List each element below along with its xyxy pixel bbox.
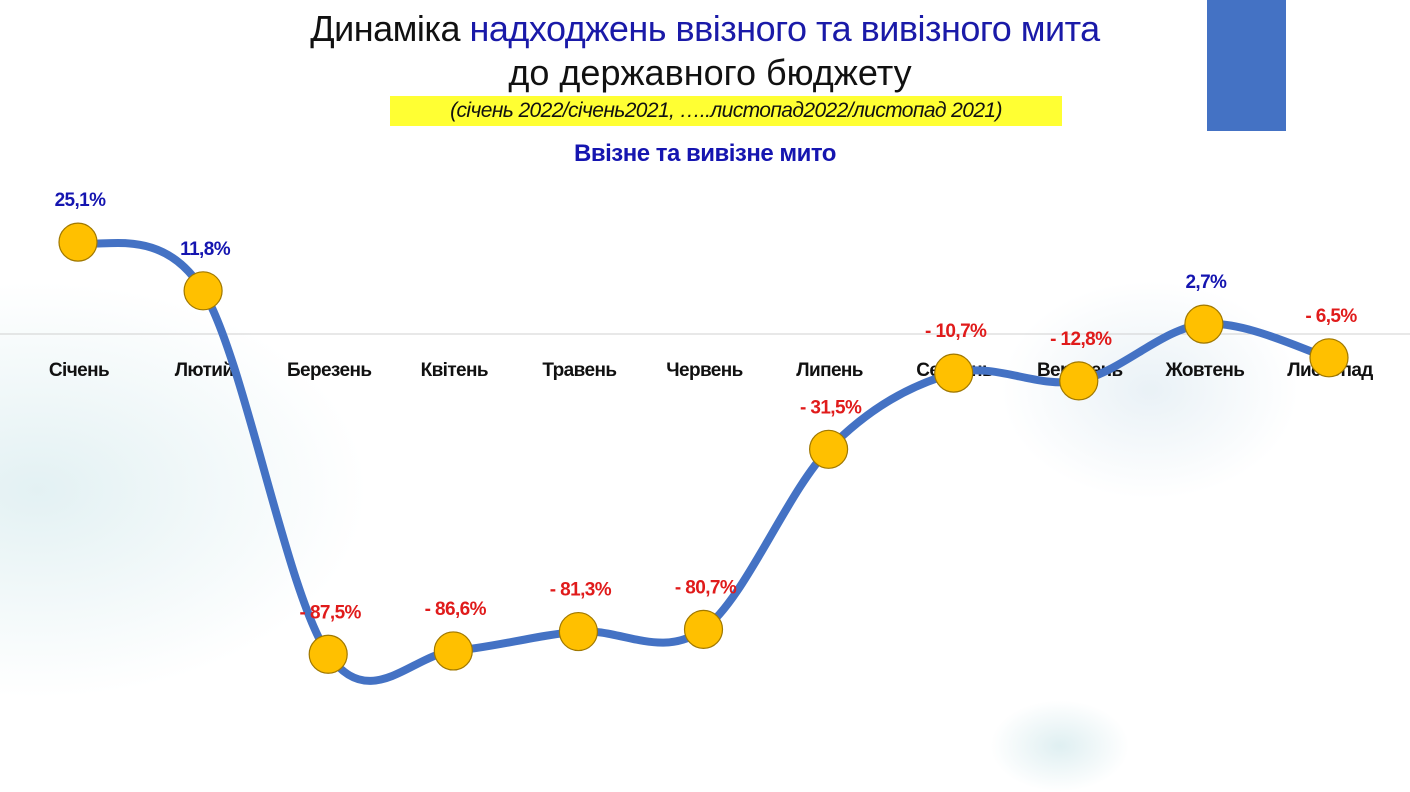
category-label: Червень xyxy=(666,360,742,381)
data-point-marker xyxy=(683,609,724,649)
data-point-marker xyxy=(558,611,599,652)
category-label: Січень xyxy=(49,360,109,381)
chart-title: Ввізне та вивізне мито xyxy=(574,140,836,167)
background-glow xyxy=(1000,280,1300,500)
title-part1: Динаміка xyxy=(310,8,460,49)
data-point-marker xyxy=(183,271,223,311)
category-label: Жовтень xyxy=(1165,360,1245,381)
category-label: Лютий xyxy=(175,360,234,381)
data-point-marker xyxy=(308,634,348,674)
data-point-marker xyxy=(808,429,849,469)
page-title-line2: до державного бюджету xyxy=(508,52,912,93)
accent-bar xyxy=(1207,0,1286,131)
data-point-marker xyxy=(433,631,473,671)
data-label: - 80,7% xyxy=(675,577,737,598)
category-label: Березень xyxy=(287,360,372,381)
category-label: Квітень xyxy=(421,360,488,381)
data-point-marker xyxy=(934,353,974,393)
background-glow xyxy=(990,700,1130,792)
data-label: 25,1% xyxy=(55,190,107,211)
category-label: Травень xyxy=(542,360,616,381)
data-point-marker xyxy=(1184,304,1224,344)
data-label: 2,7% xyxy=(1185,272,1227,293)
category-label: Липень xyxy=(796,360,863,381)
title-part2: надходжень ввізного та вивізного мита xyxy=(469,8,1101,49)
data-point-marker xyxy=(1059,361,1099,401)
data-label: - 10,7% xyxy=(925,321,987,342)
data-point-marker xyxy=(1309,338,1349,378)
data-point-marker xyxy=(58,222,98,262)
background-glow xyxy=(0,280,370,700)
page-title: Динаміка надходжень ввізного та вивізног… xyxy=(0,8,1410,50)
subtitle: (січень 2022/січень2021, …..листопад2022… xyxy=(390,96,1062,126)
data-label: 11,8% xyxy=(180,239,231,260)
data-label: - 86,6% xyxy=(425,599,487,620)
data-label: - 81,3% xyxy=(550,580,612,601)
data-label: - 12,8% xyxy=(1050,329,1112,350)
data-label: - 87,5% xyxy=(300,602,362,623)
data-label: - 6,5% xyxy=(1305,306,1357,327)
data-label: - 31,5% xyxy=(800,397,862,418)
